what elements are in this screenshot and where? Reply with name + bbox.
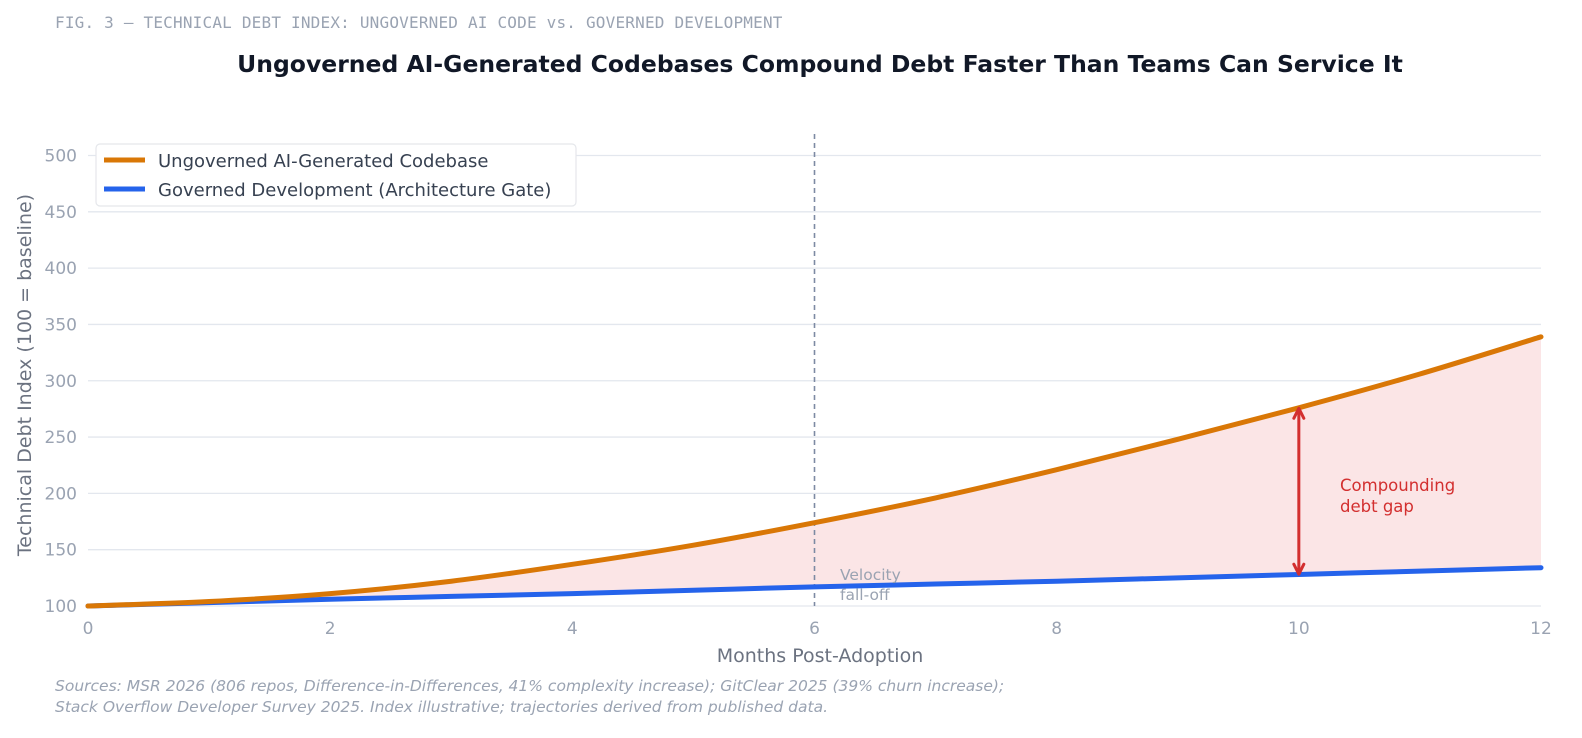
gap-arrow [1292, 406, 1306, 576]
gap-arrow-head-bottom [1292, 562, 1306, 576]
gap-annotation: Compounding debt gap [1340, 476, 1455, 516]
y-axis-label: Technical Debt Index (100 = baseline) [14, 194, 36, 557]
x-axis-label: Months Post-Adoption [717, 645, 924, 667]
y-tick-250: 250 [45, 428, 77, 448]
gap-arrow-head-top [1292, 406, 1306, 420]
legend-box [95, 143, 577, 207]
x-tick-6: 6 [809, 619, 820, 639]
x-tick-12: 12 [1530, 619, 1552, 639]
x-tick-4: 4 [567, 619, 578, 639]
gap-label-line2: debt gap [1340, 497, 1414, 516]
debt-gap-area [88, 336, 1541, 606]
y-tick-150: 150 [45, 541, 77, 561]
source-line-2: Stack Overflow Developer Survey 2025. In… [55, 697, 829, 716]
y-tick-200: 200 [45, 484, 77, 504]
chart-title: Ungoverned AI-Generated Codebases Compou… [237, 50, 1403, 78]
legend-label-governed: Governed Development (Architecture Gate) [158, 180, 551, 201]
x-tick-10: 10 [1288, 619, 1310, 639]
y-tick-300: 300 [45, 372, 77, 392]
velocity-annotation: Velocity fall-off [840, 566, 901, 604]
y-tick-100: 100 [45, 597, 77, 617]
y-tick-400: 400 [45, 259, 77, 279]
source-note: Sources: MSR 2026 (806 repos, Difference… [55, 676, 1004, 717]
legend-label-ungoverned: Ungoverned AI-Generated Codebase [158, 151, 488, 172]
x-tick-8: 8 [1051, 619, 1062, 639]
x-tick-2: 2 [325, 619, 336, 639]
y-axis-ticks: 100 150 200 250 300 350 400 450 500 [45, 147, 77, 618]
y-tick-350: 350 [45, 315, 77, 335]
source-line-1: Sources: MSR 2026 (806 repos, Difference… [55, 677, 1005, 695]
velocity-label-line1: Velocity [840, 566, 901, 584]
velocity-label-line2: fall-off [840, 586, 890, 604]
y-tick-450: 450 [45, 203, 77, 223]
figure-label: FIG. 3 — TECHNICAL DEBT INDEX: UNGOVERNE… [55, 13, 783, 32]
x-axis-ticks: 0 2 4 6 8 10 12 [83, 619, 1552, 639]
y-tick-500: 500 [45, 147, 77, 167]
gap-label-line1: Compounding [1340, 476, 1455, 495]
x-tick-0: 0 [83, 619, 94, 639]
legend: Ungoverned AI-Generated Codebase Governe… [95, 143, 577, 207]
